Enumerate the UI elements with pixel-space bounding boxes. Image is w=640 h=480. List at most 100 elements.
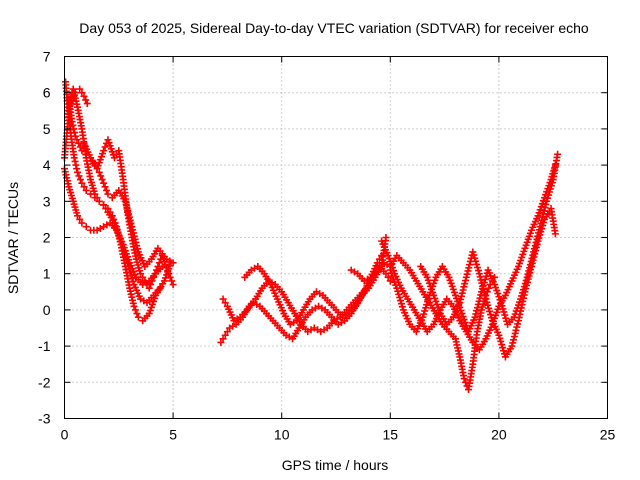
data-point [529, 256, 537, 264]
data-point [131, 306, 139, 314]
y-tick-label: 4 [43, 157, 51, 173]
data-point [511, 329, 519, 337]
data-point [460, 375, 468, 383]
data-point [513, 323, 521, 331]
data-point [73, 165, 81, 173]
data-point [458, 289, 466, 297]
data-point [78, 147, 86, 155]
data-points-layer [61, 78, 562, 394]
ticks-layer: 0 5 10 15 20 25 -3 -2 -1 0 1 2 3 4 5 6 7 [38, 49, 615, 443]
data-point [476, 273, 484, 281]
data-point [456, 299, 464, 307]
data-point [465, 264, 473, 272]
data-point [80, 92, 88, 100]
series-track-9 [241, 234, 390, 328]
data-point [82, 186, 90, 194]
x-tick-label: 25 [600, 427, 616, 443]
data-point [523, 281, 531, 289]
data-point [101, 183, 109, 191]
y-tick-label: -2 [38, 374, 51, 390]
series-track-5 [67, 85, 91, 108]
x-tick-label: 5 [169, 427, 177, 443]
data-point [551, 230, 559, 238]
data-point [98, 176, 106, 184]
data-point [527, 262, 535, 270]
data-point [464, 267, 472, 275]
data-point [91, 194, 99, 202]
data-point [221, 299, 229, 307]
data-point [71, 89, 79, 97]
x-tick-label: 10 [274, 427, 290, 443]
data-point [457, 295, 465, 303]
data-point [78, 89, 86, 97]
data-point [155, 259, 163, 267]
data-point [95, 197, 103, 205]
data-point [219, 335, 227, 343]
data-point [480, 289, 488, 297]
data-point [75, 172, 83, 180]
y-axis-title: SDTVAR / TECUs [5, 182, 21, 294]
data-point [82, 96, 90, 104]
plot-frame [64, 56, 608, 419]
data-point [152, 266, 160, 274]
data-point [474, 300, 482, 308]
data-point [71, 129, 79, 137]
data-point [141, 277, 149, 285]
data-point [102, 186, 110, 194]
data-point [524, 275, 532, 283]
data-point [462, 378, 470, 386]
data-point [460, 283, 468, 291]
data-point [508, 342, 516, 350]
data-point [463, 270, 471, 278]
data-point [541, 204, 549, 212]
data-point [71, 157, 79, 165]
data-point [459, 286, 467, 294]
data-point [130, 302, 138, 310]
y-tick-label: 3 [43, 193, 51, 209]
y-tick-label: 1 [43, 266, 51, 282]
data-point [384, 273, 392, 281]
data-point [69, 121, 77, 129]
data-point [542, 200, 550, 208]
data-point [100, 179, 108, 187]
data-point [462, 273, 470, 281]
data-point [512, 326, 520, 334]
data-point [110, 154, 118, 162]
data-point [462, 276, 470, 284]
series-track-13 [417, 205, 559, 361]
data-point [169, 259, 177, 267]
data-point [74, 212, 82, 220]
data-point [554, 150, 562, 158]
data-point [481, 292, 489, 300]
data-point [461, 280, 469, 288]
data-point [76, 176, 84, 184]
data-point [78, 179, 86, 187]
data-point [477, 276, 485, 284]
data-point [134, 245, 142, 253]
data-point [134, 313, 142, 321]
data-point [477, 291, 485, 299]
data-point [479, 286, 487, 294]
data-point [76, 85, 84, 93]
data-point [523, 278, 531, 286]
data-point [530, 253, 538, 261]
y-tick-label: -3 [38, 411, 51, 427]
data-point [476, 294, 484, 302]
data-point [78, 219, 86, 227]
data-point [95, 168, 103, 176]
data-point [70, 125, 78, 133]
data-point [522, 285, 530, 293]
x-tick-label: 20 [491, 427, 507, 443]
data-point [510, 333, 518, 341]
y-tick-label: 6 [43, 85, 51, 101]
series-track-6 [80, 136, 177, 292]
data-point [217, 338, 225, 346]
data-point [473, 307, 481, 315]
y-tick-label: 5 [43, 121, 51, 137]
data-point [478, 279, 486, 287]
series-track-10 [347, 252, 499, 394]
data-point [509, 339, 517, 347]
data-point [166, 273, 174, 281]
y-tick-label: 2 [43, 230, 51, 246]
